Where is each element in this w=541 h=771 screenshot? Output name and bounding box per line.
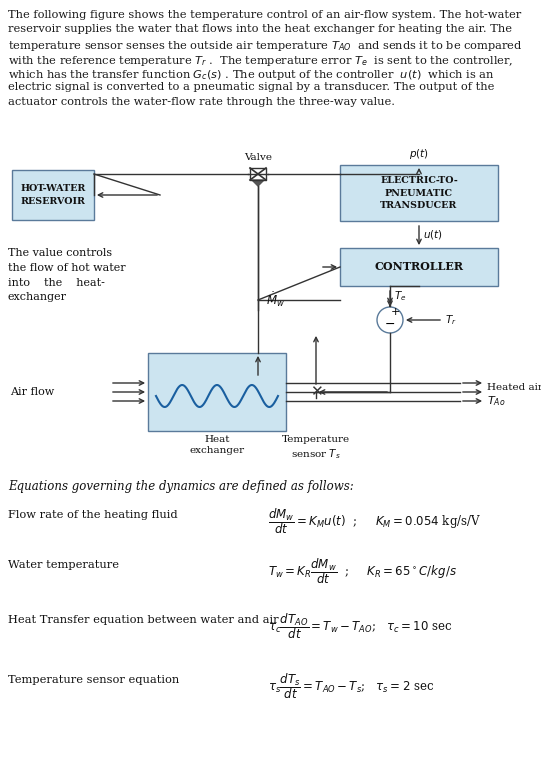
- Text: The following figure shows the temperature control of an air-flow system. The ho: The following figure shows the temperatu…: [8, 10, 521, 20]
- Text: Heat
exchanger: Heat exchanger: [189, 435, 245, 455]
- Text: Heat Transfer equation between water and air: Heat Transfer equation between water and…: [8, 615, 279, 625]
- Polygon shape: [252, 180, 264, 186]
- Text: Flow rate of the heating fluid: Flow rate of the heating fluid: [8, 510, 177, 520]
- Circle shape: [377, 307, 403, 333]
- Text: Temperature sensor equation: Temperature sensor equation: [8, 675, 179, 685]
- Text: HOT-WATER
RESERVOIR: HOT-WATER RESERVOIR: [21, 184, 85, 206]
- Text: which has the transfer function $G_c(s)$ . The output of the controller  $u(t)$ : which has the transfer function $G_c(s)$…: [8, 68, 494, 82]
- Text: $\dot{M}_w$: $\dot{M}_w$: [266, 291, 285, 309]
- Text: Equations governing the dynamics are defined as follows:: Equations governing the dynamics are def…: [8, 480, 354, 493]
- Text: Valve: Valve: [244, 153, 272, 162]
- Text: $T_w = K_R \dfrac{dM_w}{dt}$  ;     $K_R = 65^\circ C/kg/s$: $T_w = K_R \dfrac{dM_w}{dt}$ ; $K_R = 65…: [268, 556, 457, 586]
- Text: temperature sensor senses the outside air temperature $T_{AO}$  and sends it to : temperature sensor senses the outside ai…: [8, 39, 523, 53]
- Text: actuator controls the water-flow rate through the three-way value.: actuator controls the water-flow rate th…: [8, 97, 395, 107]
- Text: $T_{Ao}$: $T_{Ao}$: [487, 394, 505, 408]
- Text: CONTROLLER: CONTROLLER: [374, 261, 464, 272]
- Text: Heated air: Heated air: [487, 383, 541, 392]
- FancyBboxPatch shape: [340, 165, 498, 221]
- Text: electric signal is converted to a pneumatic signal by a transducer. The output o: electric signal is converted to a pneuma…: [8, 82, 494, 93]
- Text: $\tau_c \dfrac{dT_{AO}}{dt} = T_w - T_{AO}$;   $\tau_c =10$ sec: $\tau_c \dfrac{dT_{AO}}{dt} = T_w - T_{A…: [268, 611, 452, 641]
- FancyBboxPatch shape: [12, 170, 94, 220]
- Text: Temperature
sensor $T_s$: Temperature sensor $T_s$: [282, 435, 350, 461]
- Text: $p(t)$: $p(t)$: [409, 147, 429, 161]
- Text: Air flow: Air flow: [10, 387, 54, 397]
- Text: with the reference temperature $T_r$ .  The temperature error $T_e$  is sent to : with the reference temperature $T_r$ . T…: [8, 53, 513, 68]
- Text: −: −: [385, 318, 395, 331]
- Text: $T_e$: $T_e$: [394, 290, 406, 304]
- Text: $T_r$: $T_r$: [445, 313, 457, 327]
- FancyBboxPatch shape: [340, 248, 498, 286]
- Text: +: +: [390, 307, 400, 317]
- Text: reservoir supplies the water that flows into the heat exchanger for heating the : reservoir supplies the water that flows …: [8, 25, 512, 35]
- Text: $\tau_s \dfrac{dT_s}{dt} = T_{AO} - T_s$;   $\tau_s = 2$ sec: $\tau_s \dfrac{dT_s}{dt} = T_{AO} - T_s$…: [268, 671, 434, 701]
- FancyBboxPatch shape: [148, 353, 286, 431]
- Text: ✕: ✕: [309, 385, 322, 399]
- Text: Water temperature: Water temperature: [8, 560, 119, 570]
- Text: The value controls
the flow of hot water
into    the    heat-
exchanger: The value controls the flow of hot water…: [8, 248, 126, 302]
- Text: $\dfrac{dM_w}{dt} = K_M u(t)$  ;     $K_M =0.054$ kg/s/V: $\dfrac{dM_w}{dt} = K_M u(t)$ ; $K_M =0.…: [268, 506, 481, 536]
- Text: ELECTRIC-TO-
PNEUMATIC
TRANSDUCER: ELECTRIC-TO- PNEUMATIC TRANSDUCER: [380, 176, 458, 210]
- Text: $u(t)$: $u(t)$: [423, 228, 443, 241]
